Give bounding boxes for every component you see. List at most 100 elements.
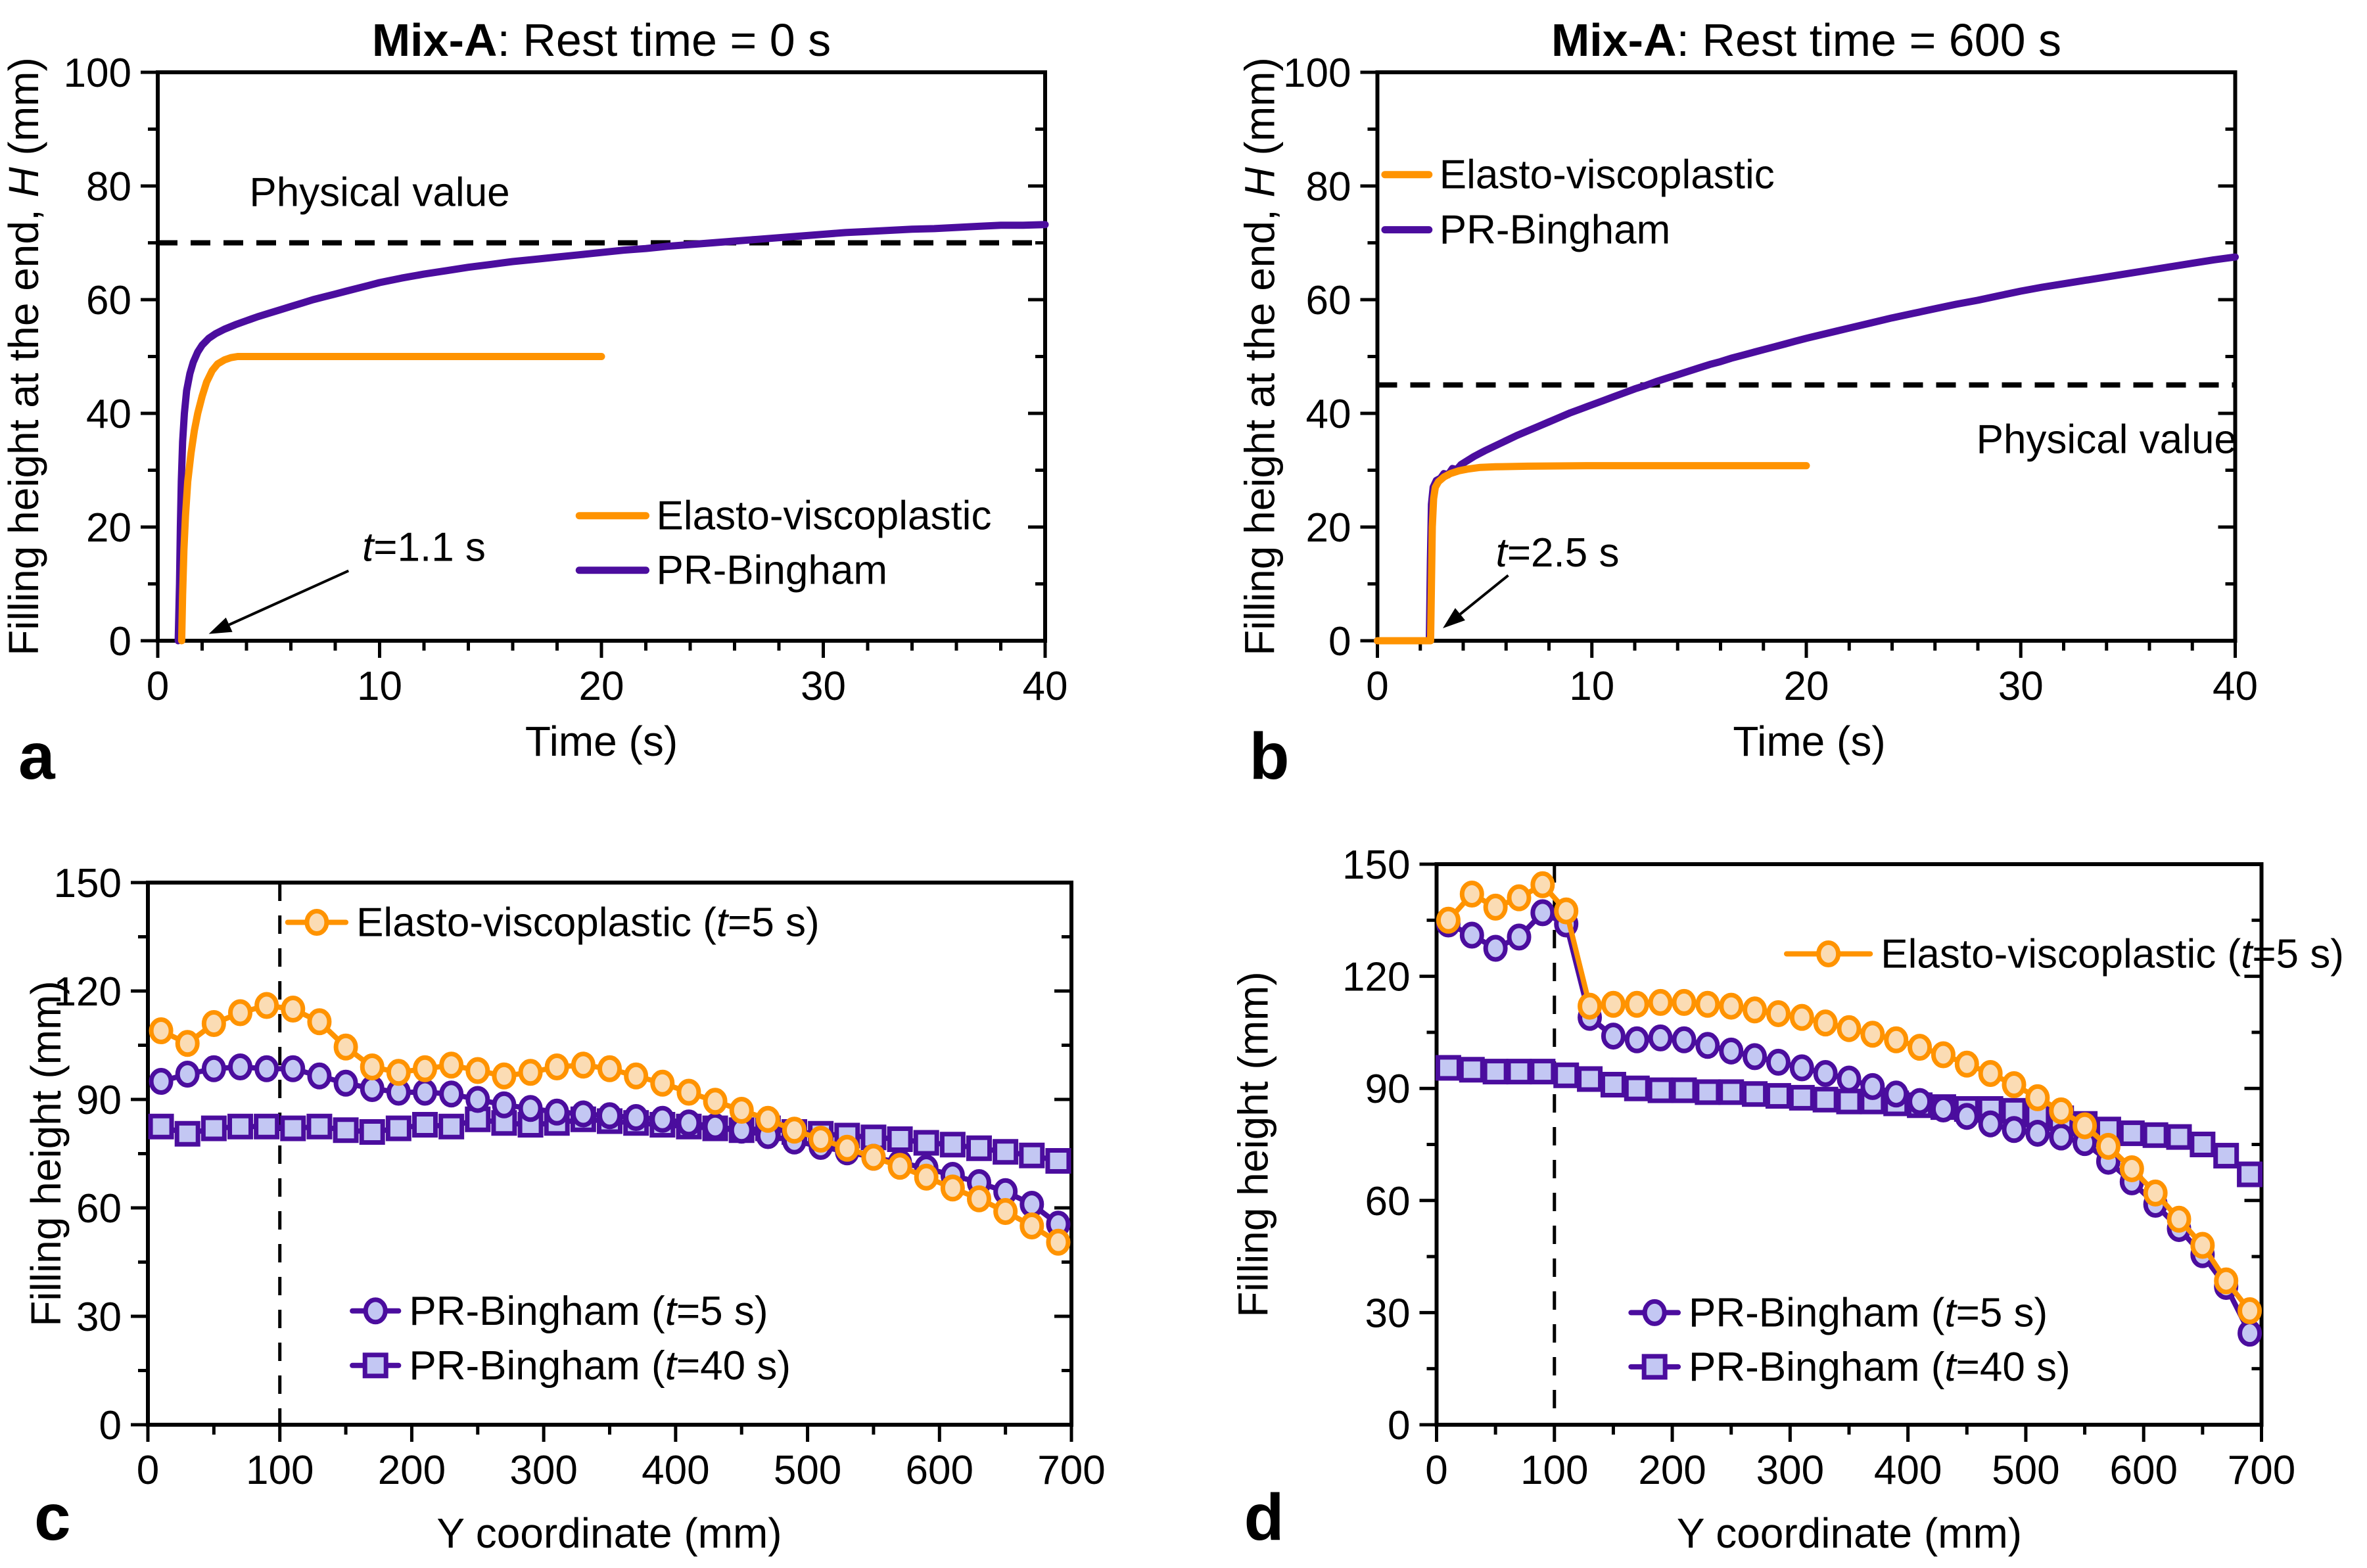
- series-c-0-marker: [333, 1033, 358, 1061]
- series-c-0-marker: [254, 992, 279, 1019]
- series-c-0-marker: [228, 999, 252, 1026]
- x-tick-label: 10: [357, 664, 402, 709]
- series-c-0-marker: [940, 1174, 965, 1202]
- x-axis-title: Y coordinate (mm): [1677, 1510, 2022, 1557]
- legend-sample-marker: [363, 1297, 388, 1325]
- series-c-2-marker: [280, 1115, 306, 1141]
- annotation-arrowhead: [1443, 608, 1465, 628]
- series-d-2-marker: [1812, 1086, 1839, 1113]
- series-c-1-marker: [492, 1091, 517, 1118]
- panel-letter-b: b: [1250, 720, 1290, 784]
- panel-d: 0 100 200 300 400 500 600 700 0 30 60 90 120 150 Elast…: [1183, 784, 2367, 1568]
- series-c-2-marker: [993, 1139, 1019, 1165]
- series-d-0-marker: [2119, 1155, 2144, 1182]
- series-c-0-marker: [465, 1057, 490, 1084]
- y-tick-label: 90: [1365, 1067, 1411, 1112]
- panel-b-chart: Mix-A: Rest time = 600 s Physical value 0 1…: [1236, 14, 2258, 784]
- series-d-1-marker: [1530, 899, 1555, 927]
- series-c-2-marker: [887, 1126, 913, 1152]
- annotation-label: t=2.5 s: [1496, 530, 1620, 576]
- series-c-0-marker: [887, 1153, 912, 1180]
- series-c-0-marker: [624, 1062, 649, 1090]
- y-tick-label: 30: [76, 1295, 122, 1340]
- y-tick-label: 40: [86, 392, 131, 437]
- series-d-2-marker: [1789, 1084, 1815, 1111]
- annotation-arrow: [228, 569, 350, 626]
- x-tick-label: 0: [1366, 664, 1388, 709]
- x-axis-title: Time (s): [525, 718, 678, 765]
- series-d-0-marker: [1789, 1003, 1814, 1031]
- x-tick-label: 400: [1874, 1448, 1942, 1493]
- series-c-0-marker: [598, 1055, 622, 1082]
- y-tick-label: 80: [86, 164, 131, 210]
- series-c-1-marker: [676, 1109, 701, 1137]
- series-d-1-marker: [1719, 1037, 1744, 1065]
- series-a-1-line: [174, 221, 1049, 645]
- series-c-1-marker: [650, 1105, 675, 1133]
- x-tick-label: 500: [1992, 1448, 2059, 1493]
- series-d-1-marker: [1813, 1059, 1838, 1087]
- series-d-0-marker: [2073, 1112, 2097, 1140]
- y-tick-label: 40: [1306, 392, 1351, 437]
- x-tick-label: 200: [378, 1448, 446, 1493]
- legend-label: PR-Bingham: [657, 548, 887, 593]
- series-d-2-marker: [1836, 1088, 1862, 1115]
- series-c-1-marker: [703, 1113, 728, 1140]
- y-axis-title: Filling height (mm): [1230, 971, 1277, 1317]
- x-tick-label: 100: [246, 1448, 314, 1493]
- series-c-0-marker: [676, 1078, 701, 1106]
- series-c-2-marker: [174, 1120, 200, 1147]
- series-d-2-marker: [1530, 1059, 1556, 1085]
- series-c-2-marker: [148, 1113, 174, 1140]
- x-tick-label: 40: [1023, 664, 1068, 709]
- series-d-1-marker: [2002, 1116, 2027, 1143]
- series-c-0-marker: [782, 1117, 807, 1144]
- series-d-0-marker: [2049, 1097, 2074, 1124]
- series-d-1-marker: [1672, 1026, 1697, 1053]
- series-c-0-marker: [1019, 1212, 1044, 1239]
- y-axis-title: Filling height at the end, H (mm): [0, 57, 47, 656]
- legend-sample-marker: [1816, 940, 1841, 967]
- x-axis-title: Time (s): [1733, 718, 1885, 765]
- series-d-0-marker: [1978, 1059, 2003, 1087]
- series-d-1-marker: [1908, 1088, 1933, 1115]
- physical-value-label: Physical value: [249, 170, 509, 215]
- series-c-1-marker: [360, 1075, 385, 1102]
- series-c-0-marker: [993, 1198, 1018, 1225]
- series-c-0-marker: [544, 1053, 569, 1080]
- series-c-2-marker: [412, 1112, 438, 1138]
- panel-c-chart: 0 100 200 300 400 500 600 700 0 30 60 90 120 150 Elast…: [22, 861, 1106, 1557]
- series-d-1-marker: [2025, 1119, 2050, 1147]
- y-tick-label: 0: [1388, 1403, 1410, 1448]
- series-c-0-marker: [281, 996, 306, 1023]
- series-d-2-marker: [2142, 1122, 2168, 1148]
- y-tick-label: 60: [86, 278, 131, 323]
- series-c-1-marker: [333, 1069, 358, 1097]
- series-d-1-marker: [1766, 1048, 1791, 1076]
- y-tick-label: 100: [1283, 51, 1351, 96]
- series-c-1-marker: [307, 1062, 332, 1090]
- x-tick-label: 20: [579, 664, 624, 709]
- series-c-2-marker: [1019, 1142, 1045, 1168]
- y-tick-label: 0: [109, 619, 131, 664]
- series-d-0-marker: [1459, 880, 1484, 908]
- x-tick-label: 10: [1569, 664, 1614, 709]
- series-d-1-marker: [1884, 1080, 1909, 1108]
- series-d-2-marker: [1459, 1057, 1485, 1083]
- series-c-0-marker: [413, 1055, 437, 1082]
- series-d-0-marker: [2238, 1297, 2262, 1325]
- legend-label: Elasto-viscoplastic (t=5 s): [1881, 931, 2344, 977]
- x-tick-label: 30: [1998, 664, 2044, 709]
- series-d-2-marker: [1600, 1072, 1626, 1098]
- series-d-1-marker: [1624, 1026, 1649, 1053]
- series-d-0-marker: [2167, 1205, 2191, 1233]
- series-d-2-marker: [2237, 1161, 2263, 1188]
- series-c-0-marker: [518, 1059, 543, 1086]
- series-c-0-marker: [149, 1017, 174, 1044]
- series-d-0-marker: [1507, 884, 1532, 911]
- physical-value-label: Physical value: [1977, 417, 2237, 463]
- series-c-0-marker: [307, 1008, 332, 1036]
- panel-b: Mix-A: Rest time = 600 s Physical value 0 1…: [1183, 0, 2367, 784]
- series-d-2-marker: [2190, 1132, 2216, 1157]
- series-c-0-marker: [809, 1126, 833, 1153]
